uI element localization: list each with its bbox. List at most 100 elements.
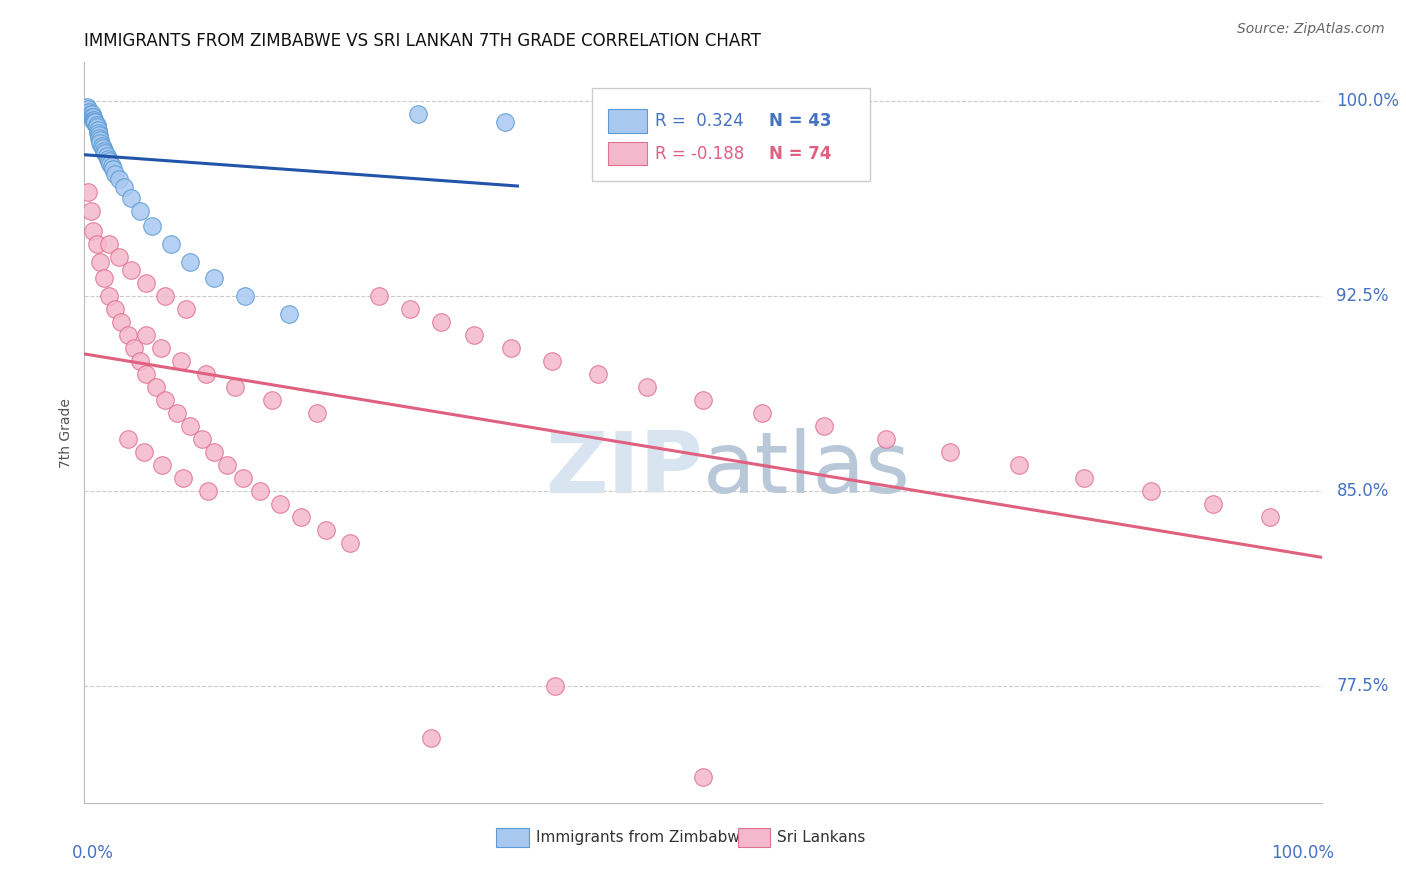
Point [494, 115, 516, 129]
Point [290, 510, 312, 524]
Point [150, 458, 173, 472]
Point [636, 380, 658, 394]
Point [153, 289, 176, 303]
Point [202, 445, 225, 459]
Text: 77.5%: 77.5% [1337, 677, 1389, 695]
Point [83, 115, 105, 129]
Point [586, 367, 609, 381]
Point [215, 458, 238, 472]
Point [90, 138, 112, 153]
Point [339, 536, 361, 550]
Point [197, 484, 219, 499]
Point [939, 445, 962, 459]
FancyBboxPatch shape [607, 142, 647, 165]
Point [194, 367, 217, 381]
Text: 0.0%: 0.0% [72, 844, 114, 862]
Point [166, 406, 188, 420]
Point [82, 224, 104, 238]
Point [751, 406, 773, 420]
Point [77, 102, 100, 116]
Point [160, 237, 183, 252]
Point [249, 484, 271, 499]
Point [89, 255, 111, 269]
Point [108, 250, 131, 264]
Point [117, 328, 139, 343]
Text: 100.0%: 100.0% [1337, 93, 1399, 111]
Text: N = 74: N = 74 [769, 145, 831, 162]
Point [666, 120, 689, 135]
Point [104, 167, 127, 181]
Point [79, 203, 101, 218]
Point [463, 328, 485, 343]
Point [153, 393, 176, 408]
Point [98, 289, 121, 303]
Text: 85.0%: 85.0% [1337, 482, 1389, 500]
Point [117, 432, 139, 446]
Point [93, 271, 115, 285]
Point [91, 141, 114, 155]
FancyBboxPatch shape [592, 88, 870, 181]
Point [96, 149, 118, 163]
Point [86, 118, 108, 132]
Text: Source: ZipAtlas.com: Source: ZipAtlas.com [1237, 22, 1385, 37]
Point [135, 277, 157, 291]
Point [305, 406, 328, 420]
Point [87, 126, 110, 140]
Point [120, 263, 142, 277]
Point [83, 112, 105, 127]
Point [120, 190, 142, 204]
Point [179, 255, 201, 269]
Point [191, 432, 214, 446]
Point [80, 107, 103, 121]
Point [277, 307, 299, 321]
Point [150, 341, 173, 355]
Point [1073, 471, 1095, 485]
Point [89, 128, 111, 143]
Point [233, 289, 256, 303]
Point [541, 354, 564, 368]
Point [543, 679, 565, 693]
Point [692, 393, 714, 408]
Point [419, 731, 441, 745]
Text: ZIP: ZIP [546, 428, 703, 511]
Text: 92.5%: 92.5% [1337, 287, 1389, 305]
Point [170, 354, 193, 368]
Point [76, 100, 98, 114]
Point [132, 445, 155, 459]
Point [408, 107, 430, 121]
Text: 100.0%: 100.0% [1271, 844, 1334, 862]
Point [89, 133, 111, 147]
Point [1258, 510, 1281, 524]
FancyBboxPatch shape [607, 109, 647, 133]
Point [93, 144, 115, 158]
Point [97, 152, 120, 166]
Text: atlas: atlas [703, 428, 911, 511]
Point [94, 146, 117, 161]
Point [202, 271, 225, 285]
Point [398, 302, 420, 317]
Point [86, 237, 108, 252]
Point [122, 341, 145, 355]
Point [86, 120, 108, 135]
Point [100, 159, 122, 173]
Point [262, 393, 284, 408]
Point [269, 497, 291, 511]
Point [135, 328, 157, 343]
Point [82, 112, 104, 127]
Point [77, 186, 100, 200]
Point [174, 302, 197, 317]
Point [501, 341, 523, 355]
Point [135, 367, 157, 381]
Point [692, 770, 714, 784]
Point [1202, 497, 1225, 511]
Point [104, 302, 127, 317]
Point [367, 289, 389, 303]
Point [108, 172, 131, 186]
Point [224, 380, 246, 394]
Point [89, 130, 111, 145]
Point [232, 471, 254, 485]
Point [80, 110, 103, 124]
Point [129, 354, 152, 368]
Point [145, 380, 167, 394]
Point [1140, 484, 1163, 499]
